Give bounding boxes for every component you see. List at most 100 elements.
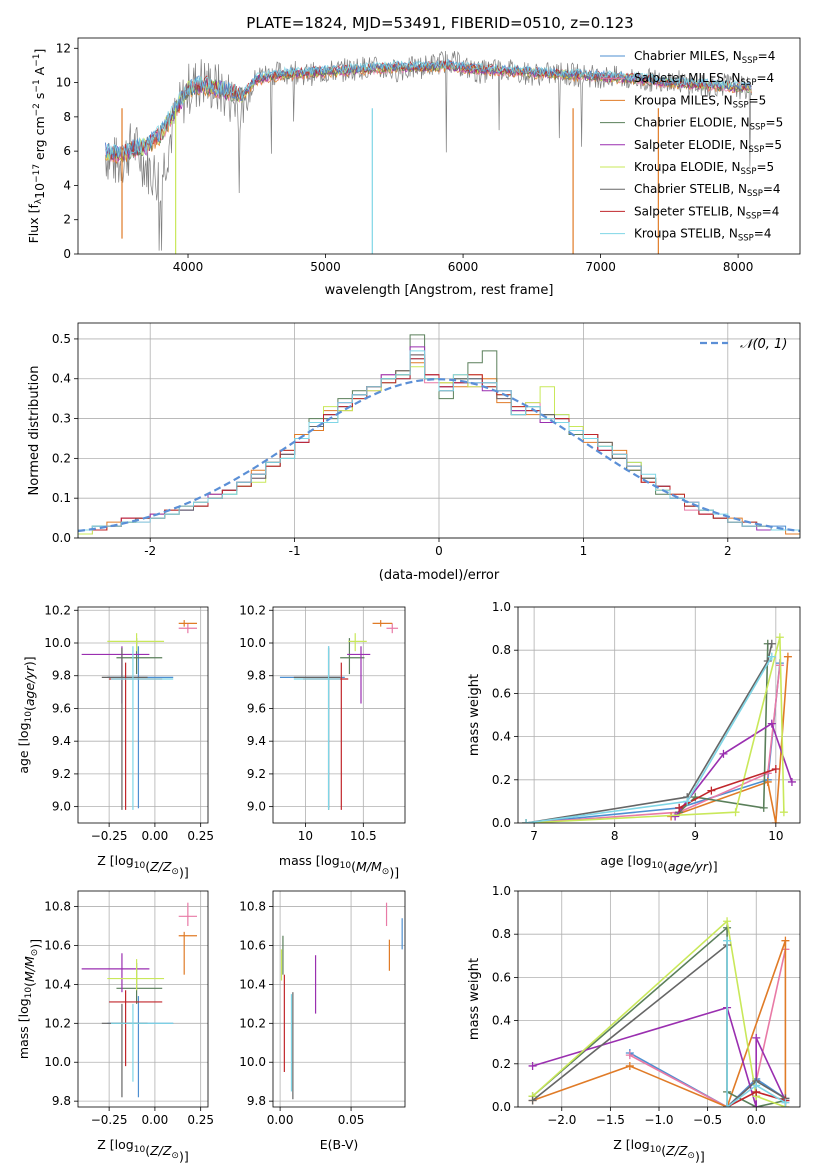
- x-tick-label: 9: [691, 829, 699, 843]
- x-tick-label: 10: [768, 829, 783, 843]
- z-weight-x-label: Z [log10(Z/Z⊙)]: [613, 1137, 704, 1164]
- y-tick-label: 9.0: [52, 800, 71, 814]
- legend-entry: Kroupa MILES, NSSP=5: [634, 93, 766, 110]
- weight-line-kroupa-elodie: [522, 633, 788, 823]
- panel-mass-age: 10 10.5 9.0 9.2 9.4 9.6 9.8 10.0 10.2 mass [log10…: [239, 603, 406, 880]
- axes-frame: [272, 606, 406, 824]
- y-tick-label: 10.2: [44, 603, 71, 617]
- weight-marker: [723, 1103, 732, 1107]
- errorbar-salpeter-miles: [178, 902, 198, 927]
- y-tick-label: 10.6: [239, 938, 266, 952]
- residual-plot-area: [78, 334, 800, 538]
- y-tick-label: 0.5: [52, 332, 71, 346]
- panel-age-weight: 7 8 9 10 0.0 0.2 0.4 0.6 0.8 1.0 age [log10(age/yr…: [467, 600, 801, 874]
- errorbar-kroupa-miles: [372, 620, 393, 627]
- axes-frame: [517, 890, 801, 1108]
- weight-line: [526, 665, 781, 823]
- y-tick-label: 0: [63, 247, 71, 261]
- y-tick-label: 4: [63, 178, 71, 192]
- y-tick-label: 12: [56, 41, 71, 55]
- spectrum-x-label: wavelength [Angstrom, rest frame]: [325, 283, 554, 298]
- residual-y-label: Normed distribution: [27, 366, 42, 496]
- x-tick-label: −2.0: [547, 1113, 576, 1127]
- spectrum-model-kroupa-miles: [105, 62, 752, 165]
- y-tick-label: 1.0: [492, 600, 511, 614]
- panel-spectrum: 4000 5000 6000 7000 8000 0 2 4 6 8 10 12 wavelength …: [26, 37, 801, 298]
- axes-frame: [77, 322, 801, 539]
- spectrum-plot-area: [105, 50, 752, 254]
- y-tick-label: 0.8: [492, 927, 511, 941]
- y-tick-label: 0.4: [52, 372, 71, 386]
- errorbar-kroupa-elodie: [107, 633, 165, 652]
- y-tick-label: 1.0: [492, 884, 511, 898]
- x-tick-label: 7000: [585, 260, 616, 274]
- ebv-mass-x-label: E(B-V): [320, 1137, 359, 1152]
- errorbar-kroupa-miles: [178, 931, 198, 975]
- x-tick-label: 0: [435, 544, 443, 558]
- legend-entry: Chabrier ELODIE, NSSP=5: [634, 116, 783, 133]
- x-tick-label: 0.0: [747, 1113, 766, 1127]
- age-weight-x-label: age [log10(age/yr)]: [600, 853, 717, 874]
- weight-marker: [522, 819, 531, 823]
- weight-marker: [625, 1061, 634, 1070]
- weight-marker: [787, 777, 796, 786]
- weight-marker: [528, 1096, 537, 1105]
- y-tick-label: 2: [63, 213, 71, 227]
- y-tick-label: 0.3: [52, 412, 71, 426]
- x-tick-label: 0.05: [338, 1113, 365, 1127]
- legend-entry: Salpeter MILES, NSSP=4: [634, 71, 774, 88]
- weight-line-kroupa-stelib: [723, 936, 790, 1107]
- errorbar-kroupa-stelib: [293, 646, 341, 810]
- legend-entry: Kroupa STELIB, NSSP=4: [634, 227, 772, 244]
- weight-marker: [775, 633, 784, 642]
- weight-marker: [771, 765, 780, 773]
- y-tick-label: 9.4: [247, 734, 266, 748]
- panel-z-weight: −2.0 −1.5 −1.0 −0.5 0.0 0.0 0.2 0.4 0.6 0.8 1.0 Z […: [467, 884, 801, 1164]
- y-tick-label: 9.8: [52, 1094, 71, 1108]
- mass-age-x-label: mass [log10(M/M⊙)]: [279, 853, 399, 880]
- y-tick-label: 0.0: [492, 816, 511, 830]
- weight-marker: [723, 936, 732, 945]
- z-age-plot-area: [81, 620, 198, 810]
- x-tick-label: -2: [144, 544, 156, 558]
- y-tick-label: 10.2: [239, 1016, 266, 1030]
- errorbar-chabrier-stelib: [101, 1003, 148, 1098]
- weight-marker: [675, 803, 684, 812]
- errorbar-kroupa-stelib: [110, 646, 174, 810]
- y-tick-label: 0.6: [492, 686, 511, 700]
- x-tick-label: 8: [611, 829, 619, 843]
- errorbar-salpeter-miles: [386, 623, 399, 634]
- y-tick-label: 0.2: [492, 773, 511, 787]
- y-tick-label: 0.4: [492, 730, 511, 744]
- x-tick-label: 7: [530, 829, 538, 843]
- y-tick-label: 9.8: [52, 669, 71, 683]
- y-tick-label: 8: [63, 110, 71, 124]
- errorbar-kroupa-stelib: [110, 1003, 174, 1082]
- y-tick-label: 10.0: [239, 636, 266, 650]
- weight-line: [629, 1052, 786, 1107]
- y-tick-label: 9.8: [247, 1094, 266, 1108]
- mass-age-plot-area: [279, 620, 399, 810]
- weight-line: [532, 1006, 787, 1107]
- x-tick-label: −1.0: [644, 1113, 673, 1127]
- weight-line: [532, 943, 786, 1107]
- weight-marker: [683, 797, 692, 806]
- weight-line-salpeter-stelib: [675, 765, 780, 812]
- weight-marker: [752, 1081, 761, 1090]
- weight-marker: [767, 652, 776, 661]
- x-tick-label: 1: [580, 544, 588, 558]
- errorbar-salpeter-elodie: [81, 953, 150, 993]
- weight-line: [526, 637, 785, 823]
- x-tick-label: 2: [724, 544, 732, 558]
- y-tick-label: 9.6: [52, 701, 71, 715]
- errorbar-chabrier-miles: [279, 646, 345, 809]
- errorbar-salpeter-miles: [178, 623, 198, 634]
- weight-marker: [767, 639, 776, 648]
- z-weight-plot-area: [528, 917, 790, 1107]
- weight-marker: [671, 812, 680, 821]
- residual-x-label: (data-model)/error: [379, 568, 500, 583]
- weight-line: [525, 643, 773, 823]
- z-mass-y-label: mass [log10(M/M⊙)]: [16, 939, 43, 1059]
- weight-marker: [781, 936, 790, 945]
- axes-frame: [272, 890, 406, 1108]
